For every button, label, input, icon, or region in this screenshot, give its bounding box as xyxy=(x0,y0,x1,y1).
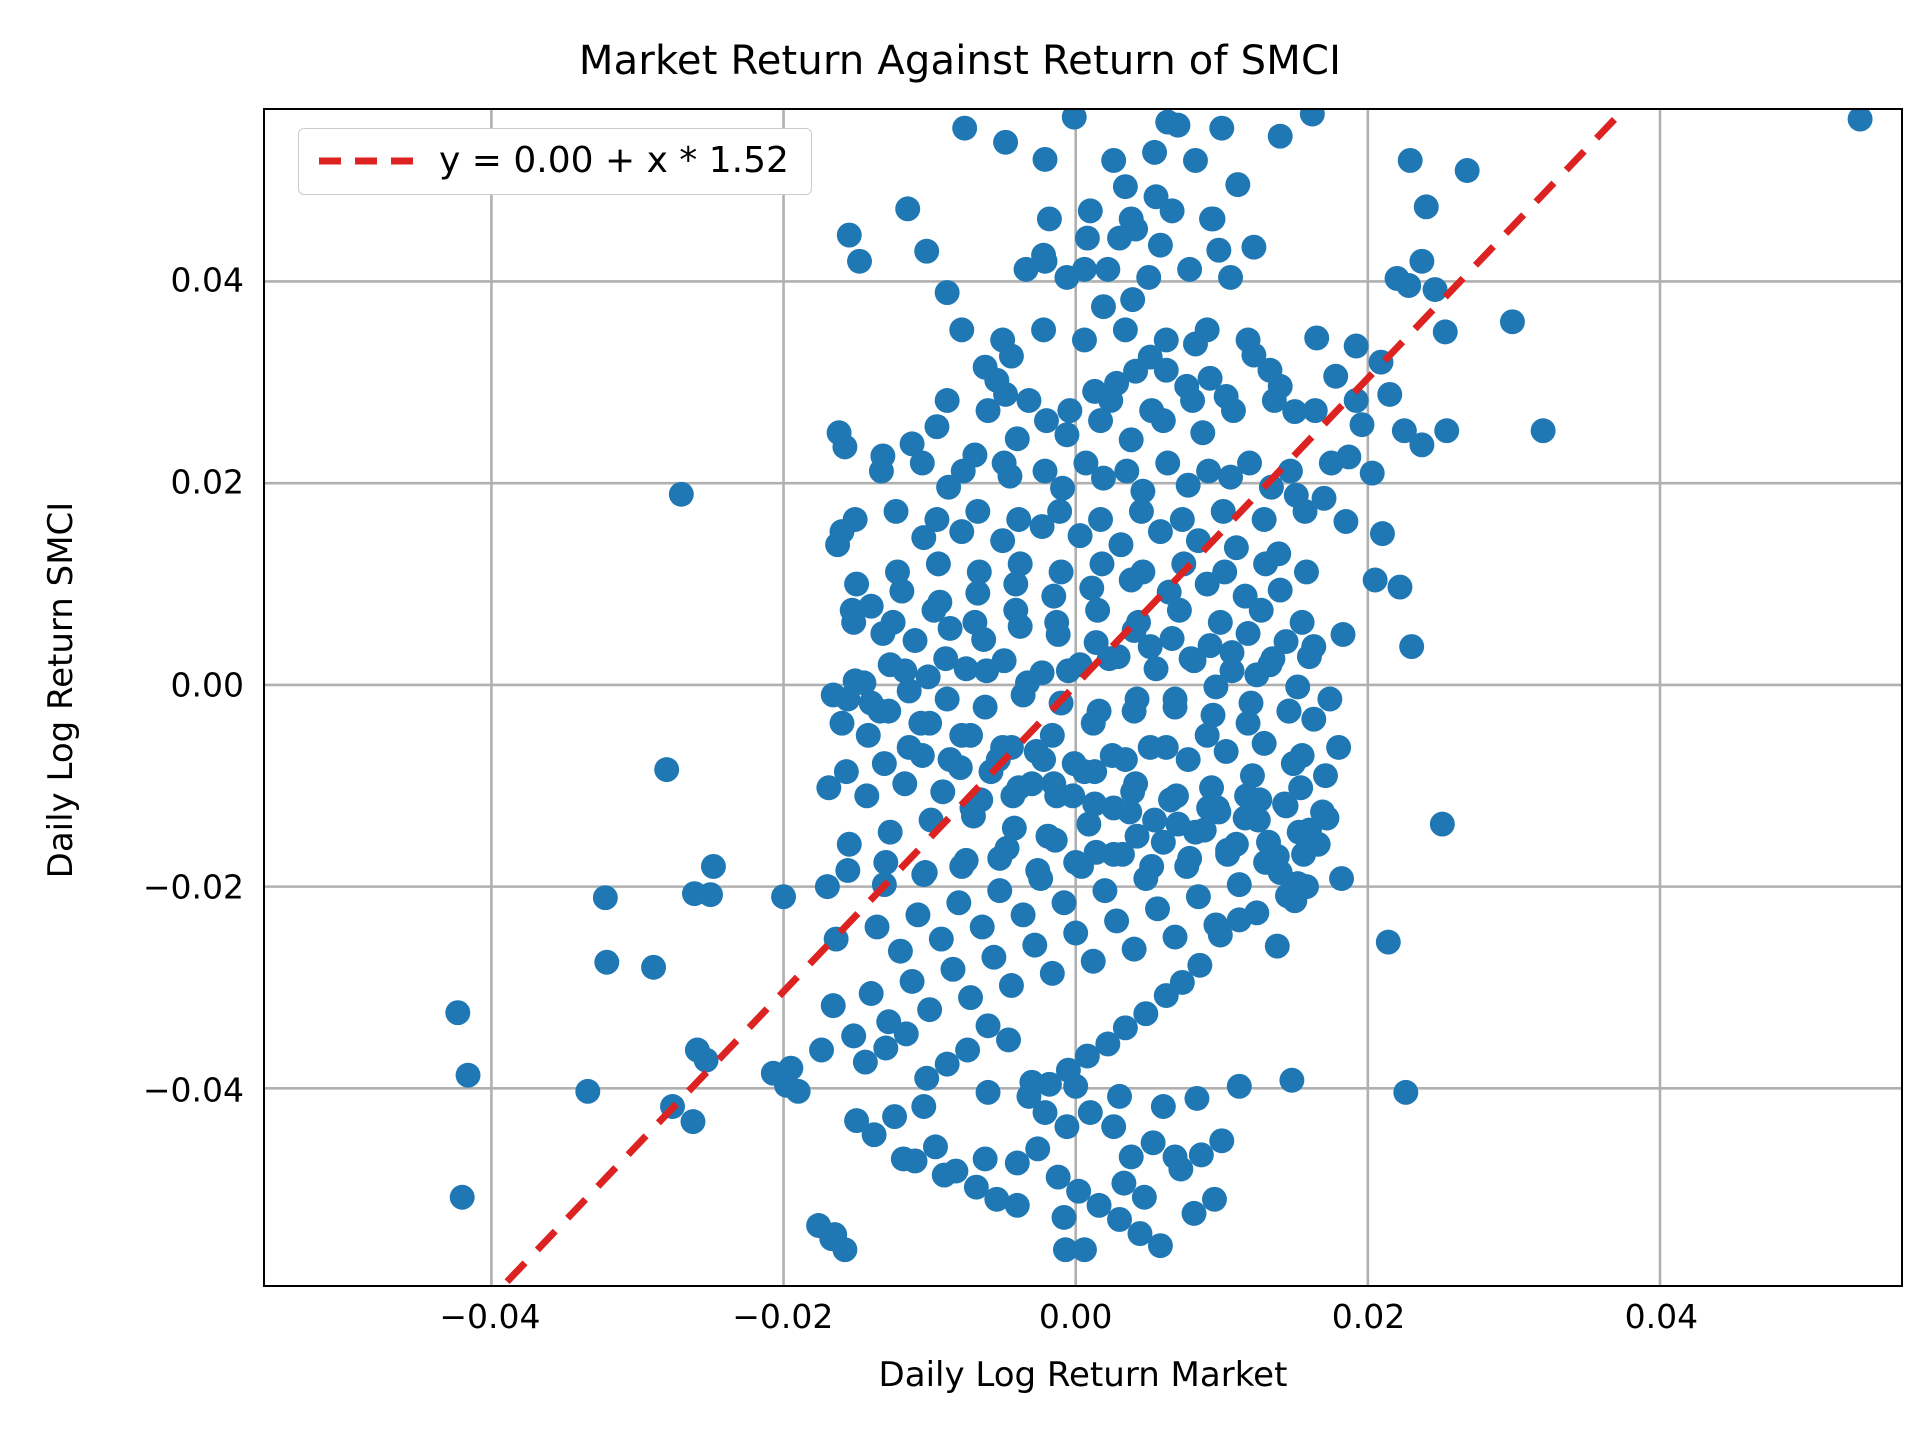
y-tick-label: −0.02 xyxy=(142,867,244,907)
legend[interactable]: y = 0.00 + x * 1.52 xyxy=(298,128,812,195)
regression-line xyxy=(499,110,1629,1285)
legend-dashed-line-icon xyxy=(319,157,415,164)
x-tick-label: 0.00 xyxy=(1038,1297,1113,1336)
plot-area: y = 0.00 + x * 1.52 xyxy=(263,108,1903,1287)
x-tick-label: −0.04 xyxy=(439,1297,541,1336)
x-tick-label: 0.04 xyxy=(1624,1297,1699,1336)
page-title: Market Return Against Return of SMCI xyxy=(578,38,1342,84)
y-tick-label: −0.04 xyxy=(142,1070,244,1110)
y-tick-label: 0.04 xyxy=(170,260,244,300)
y-axis-label: Daily Log Return SMCI xyxy=(41,501,81,879)
x-axis-label: Daily Log Return Market xyxy=(878,1355,1288,1395)
legend-label: y = 0.00 + x * 1.52 xyxy=(439,140,789,181)
scatter-points xyxy=(445,110,1873,1263)
y-tick-label: 0.00 xyxy=(170,665,244,705)
x-tick-label: −0.02 xyxy=(732,1297,834,1336)
y-tick-label: 0.02 xyxy=(170,462,244,502)
x-tick-label: 0.02 xyxy=(1331,1297,1406,1336)
